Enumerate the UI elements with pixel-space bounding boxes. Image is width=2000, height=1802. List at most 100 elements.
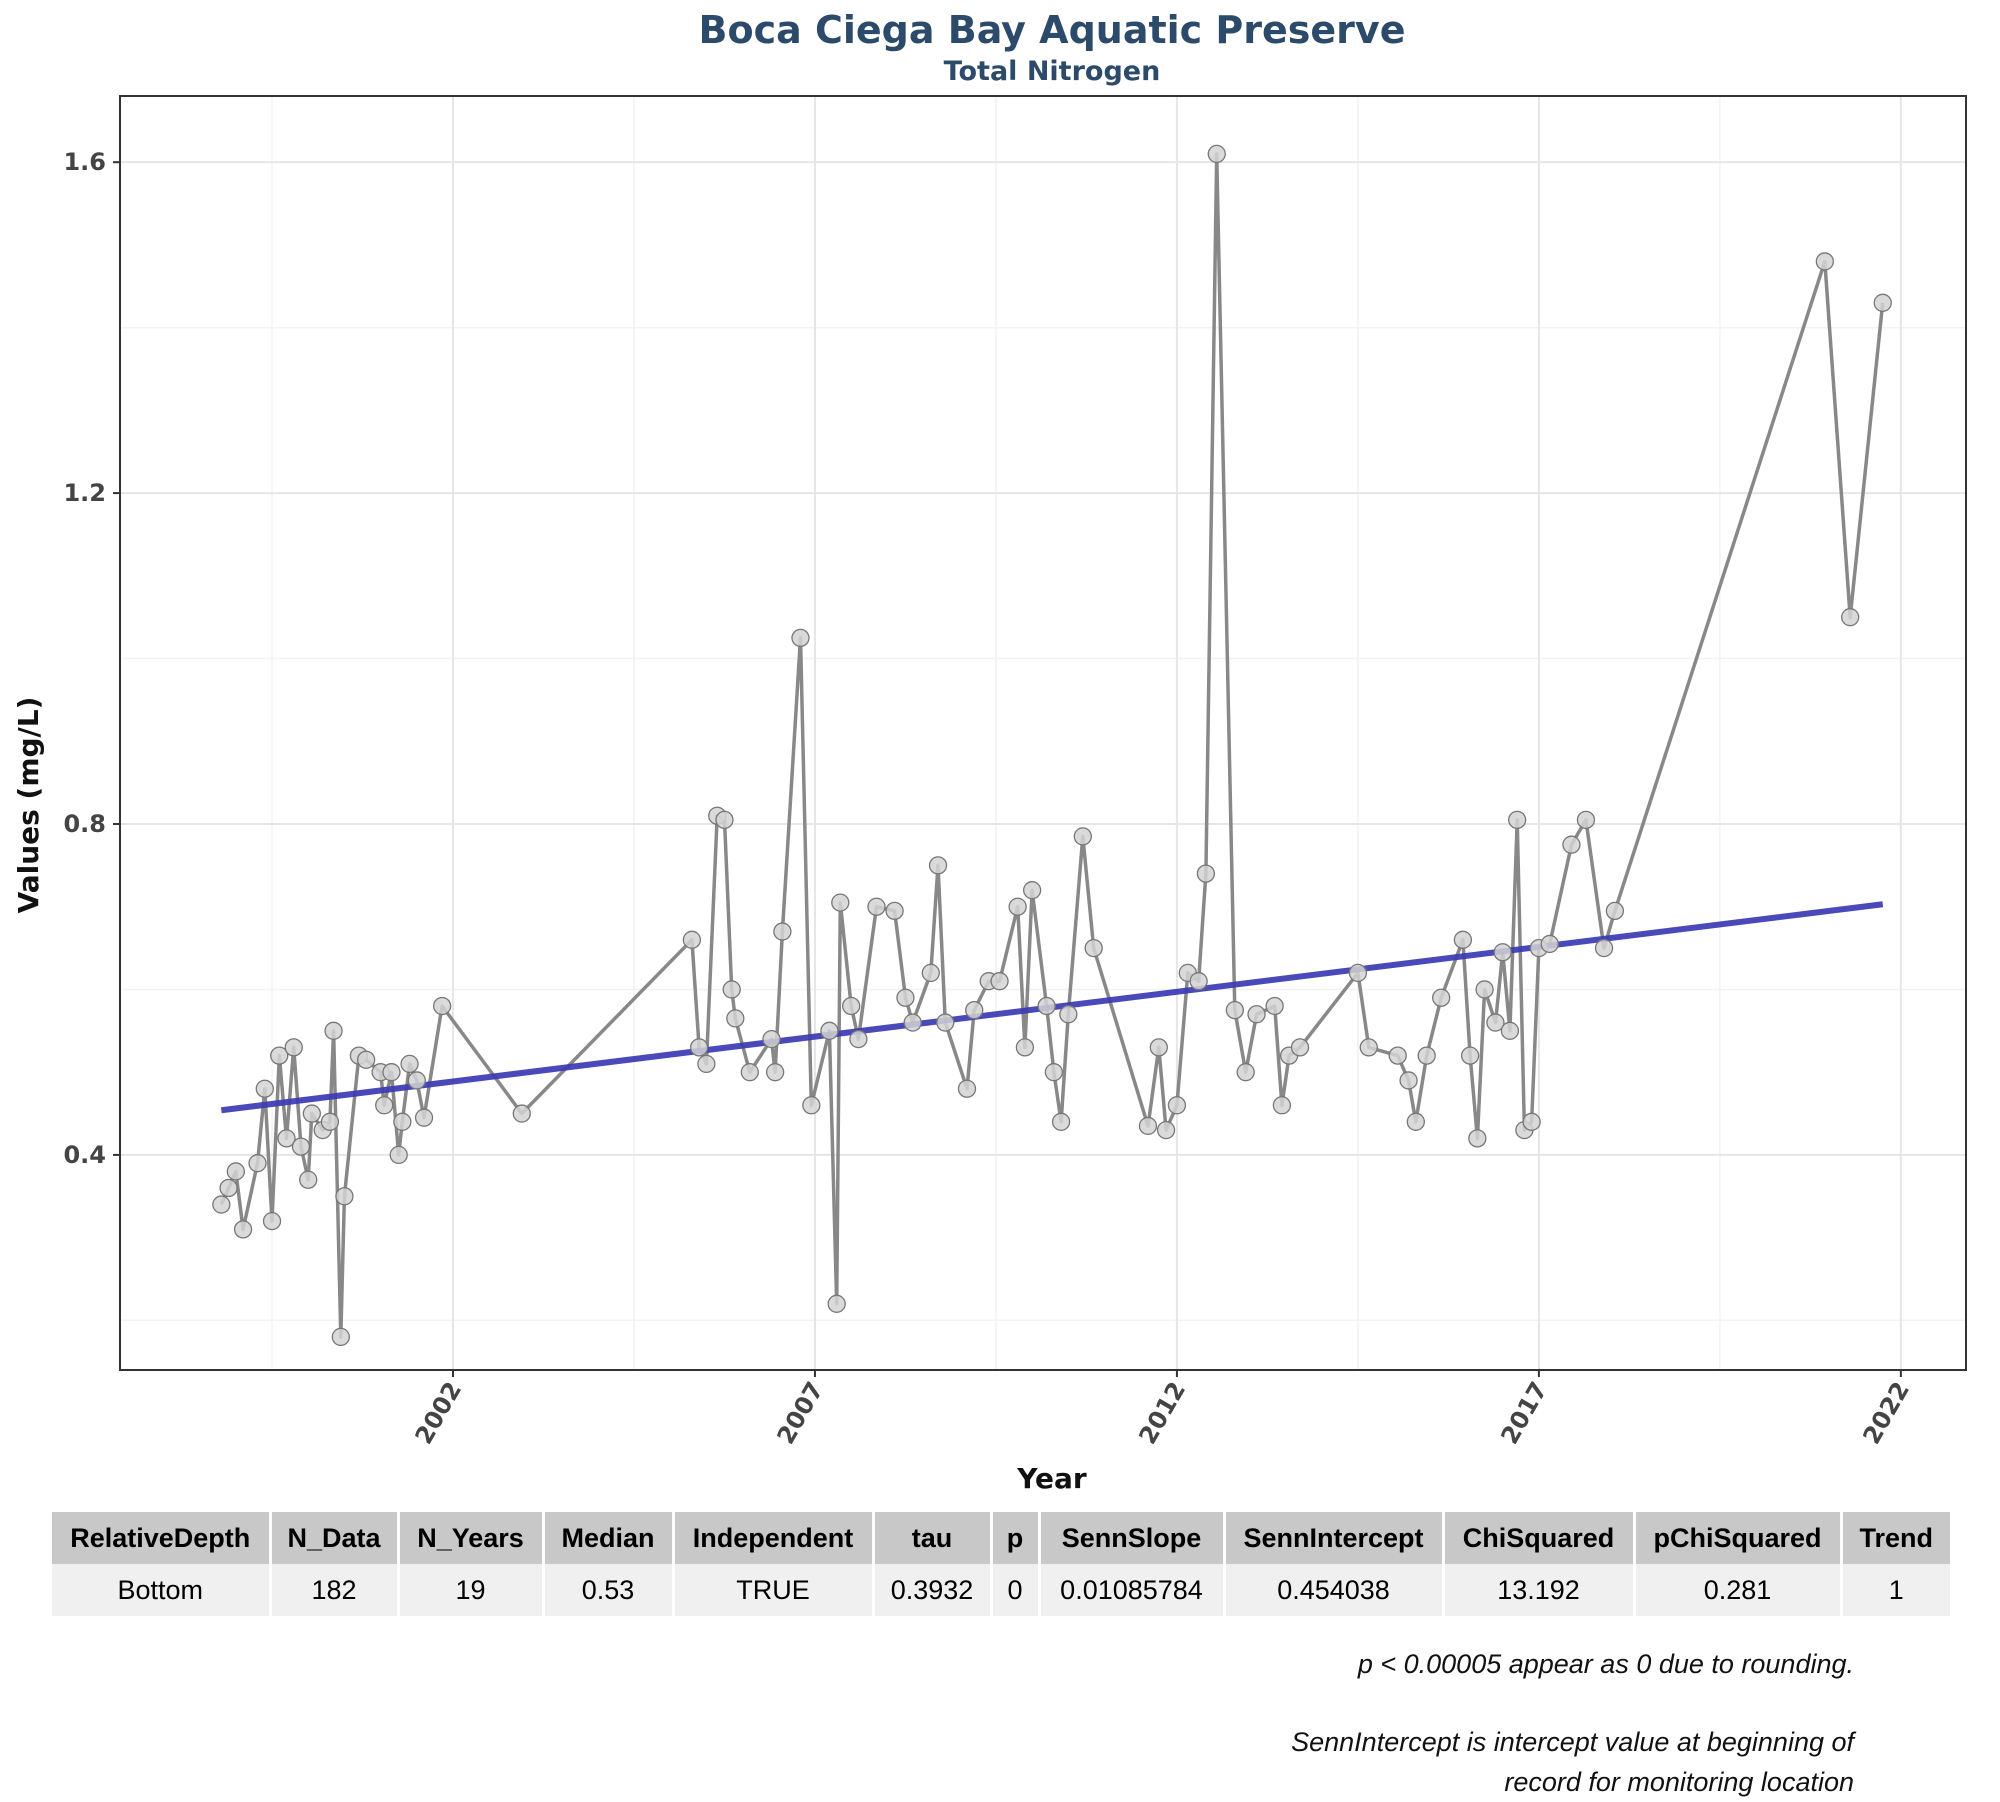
chart-subtitle: Total Nitrogen	[944, 56, 1161, 87]
data-point	[957, 1079, 977, 1098]
data-point	[1073, 827, 1092, 846]
data-point	[827, 1294, 846, 1313]
data-point	[921, 963, 940, 983]
data-point	[896, 988, 915, 1007]
data-point	[885, 901, 904, 921]
header-cell: tau	[873, 1512, 993, 1564]
header-cell: Trend	[1841, 1512, 1950, 1564]
x-tick-label: 2017	[1495, 1377, 1553, 1449]
data-point	[226, 1162, 245, 1181]
data-point	[320, 1112, 340, 1131]
axes: 0.4 0.8 1.2 1.6 2002 2007 2012 2017 2022	[63, 95, 1967, 1449]
chart-title: Boca Ciega Bay Aquatic Preserve	[699, 8, 1406, 52]
header-cell: pChiSquared	[1634, 1512, 1843, 1564]
data-point	[1873, 293, 1892, 312]
data-point	[1417, 1046, 1436, 1065]
header-cell: Independent	[673, 1512, 875, 1564]
data-point	[1453, 930, 1473, 949]
data-point	[212, 1195, 231, 1214]
data-point	[331, 1327, 350, 1347]
table-cell: 0.53	[543, 1564, 675, 1616]
plot-border	[119, 95, 1967, 1371]
data-point	[849, 1029, 868, 1049]
data-point	[1290, 1038, 1310, 1057]
data-point	[219, 1178, 238, 1198]
data-point	[375, 1096, 394, 1115]
data-point	[393, 1112, 412, 1131]
data-point	[1594, 938, 1614, 958]
data-point	[432, 996, 452, 1016]
data-point	[1399, 1071, 1418, 1090]
data-point	[1432, 988, 1451, 1007]
data-point	[802, 1096, 821, 1115]
table-cell: 19	[398, 1564, 545, 1616]
data-point	[255, 1079, 274, 1098]
data-point	[1272, 1096, 1292, 1115]
data-point	[689, 1038, 709, 1057]
stats-table: RelativeDepth N_Data N_Years Median Inde…	[52, 1512, 1950, 1616]
header-cell: SennIntercept	[1224, 1512, 1445, 1564]
data-point	[842, 996, 861, 1016]
table-cell: Bottom	[52, 1564, 272, 1616]
data-series	[212, 144, 1892, 1347]
data-point	[1225, 1000, 1244, 1020]
table-cell: 0.281	[1634, 1564, 1843, 1616]
data-point	[1265, 996, 1284, 1016]
data-point	[1015, 1038, 1035, 1057]
data-point	[1562, 835, 1581, 854]
intercept-note-line-2: record for monitoring location	[1504, 1767, 1854, 1797]
data-point	[928, 856, 948, 875]
gridlines	[120, 96, 1966, 1370]
table-cell: 0.454038	[1224, 1564, 1445, 1616]
data-point	[740, 1063, 759, 1082]
y-tick-label: 1.6	[63, 148, 106, 176]
table-cell: 182	[270, 1564, 400, 1616]
data-point	[762, 1029, 781, 1049]
table-cell: 1	[1841, 1564, 1950, 1616]
data-point	[248, 1154, 267, 1173]
table-cell: 0	[991, 1564, 1041, 1616]
data-point	[1167, 1096, 1187, 1115]
table-row: Bottom 182 19 0.53 TRUE 0.3932 0 0.01085…	[52, 1564, 1950, 1616]
data-point	[722, 980, 741, 999]
data-point	[1576, 810, 1596, 830]
data-point	[765, 1063, 785, 1082]
data-point	[233, 1220, 253, 1239]
data-point	[299, 1170, 318, 1189]
data-point	[1059, 1005, 1078, 1024]
header-cell: RelativeDepth	[52, 1512, 272, 1564]
data-point	[1460, 1046, 1480, 1065]
data-point	[1149, 1038, 1168, 1057]
table-cell: 13.192	[1443, 1564, 1636, 1616]
data-point	[414, 1108, 434, 1127]
data-point	[1486, 1013, 1505, 1032]
x-tick-label: 2002	[410, 1377, 468, 1449]
data-point	[1022, 881, 1042, 900]
series-line	[219, 152, 1885, 1339]
data-point	[382, 1063, 401, 1082]
data-point	[990, 972, 1009, 991]
data-point	[1500, 1021, 1520, 1040]
x-tick-label: 2022	[1857, 1377, 1915, 1449]
data-point	[1841, 608, 1860, 627]
data-point	[270, 1046, 289, 1065]
p-rounding-note: p < 0.00005 appear as 0 due to rounding.	[1357, 1649, 1854, 1679]
data-point	[1247, 1005, 1266, 1024]
data-point	[697, 1054, 716, 1074]
data-point	[1359, 1038, 1378, 1057]
data-point	[1189, 972, 1208, 991]
data-point	[1348, 963, 1368, 983]
data-point	[1156, 1120, 1176, 1140]
data-point	[1008, 897, 1027, 916]
data-point	[1540, 934, 1559, 954]
data-point	[1196, 864, 1216, 883]
header-cell: SennSlope	[1039, 1512, 1226, 1564]
data-point	[302, 1104, 321, 1123]
data-point	[820, 1021, 839, 1040]
data-point	[335, 1187, 354, 1206]
data-point	[1522, 1112, 1541, 1131]
data-point	[1138, 1116, 1158, 1136]
data-point	[1084, 938, 1103, 958]
header-cell: N_Data	[270, 1512, 400, 1564]
data-point	[1605, 901, 1625, 921]
